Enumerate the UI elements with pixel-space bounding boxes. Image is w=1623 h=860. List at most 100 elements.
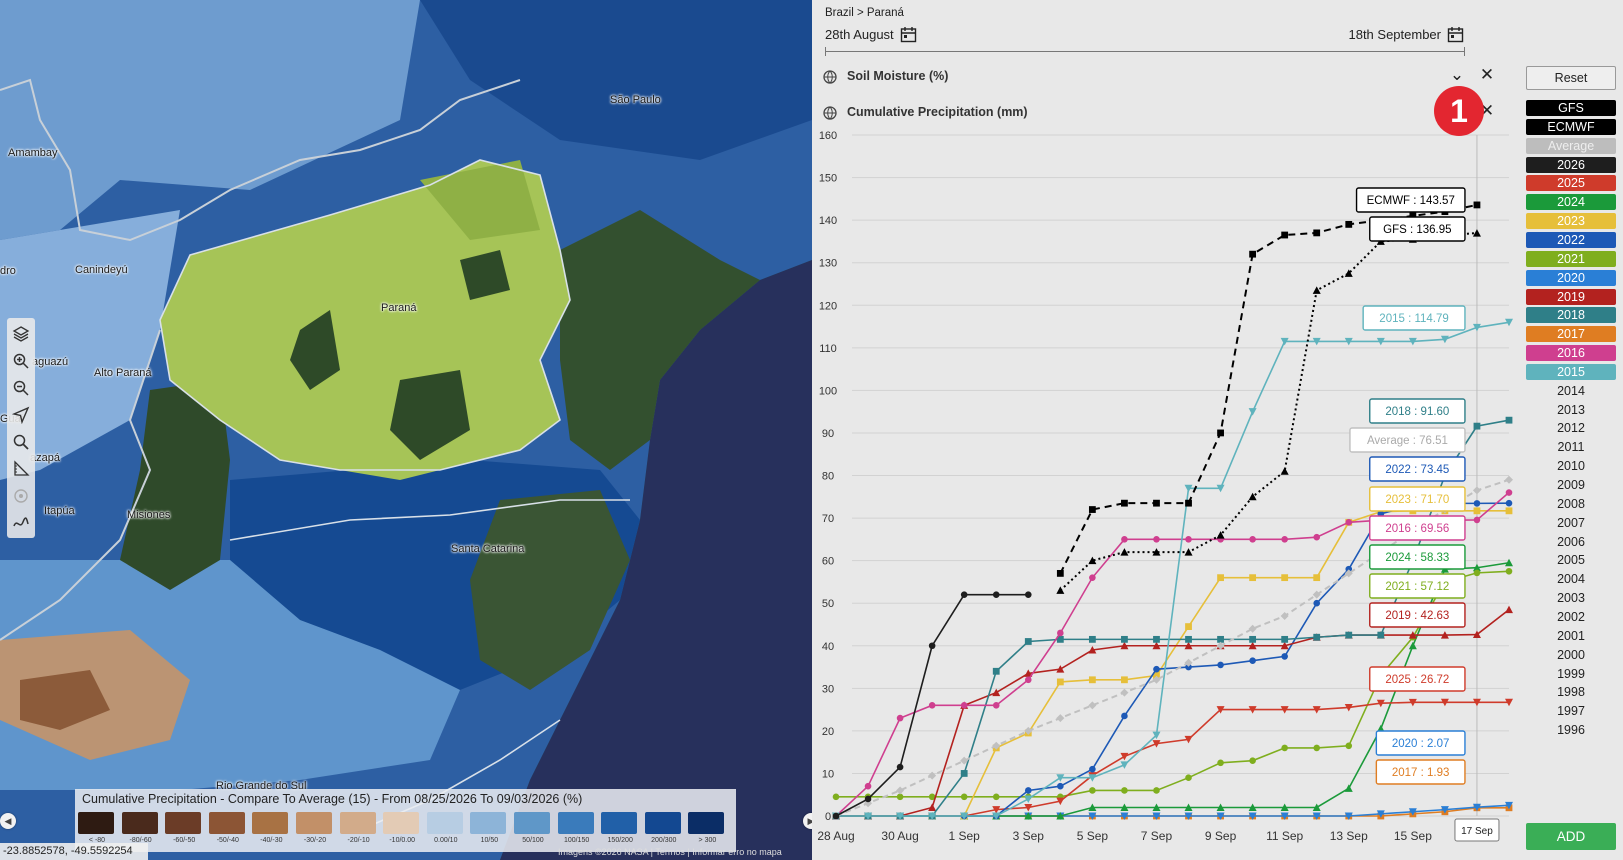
data-point (1472, 229, 1481, 237)
zoom-in-icon[interactable] (7, 347, 35, 374)
data-point (1376, 337, 1385, 346)
start-date-picker[interactable]: 28th August (825, 26, 917, 43)
series-toggle-2011[interactable]: 2011 (1557, 440, 1585, 455)
series-toggle-2014[interactable]: 2014 (1557, 383, 1585, 398)
legend-swatch-label: -20/-10 (347, 837, 370, 844)
chevron-down-icon[interactable]: ⌄ (1449, 65, 1465, 84)
draw-icon[interactable] (7, 509, 35, 536)
layer-soil-moisture[interactable]: Soil Moisture (%) (822, 65, 1502, 87)
collapse-left-icon[interactable]: ◀ (0, 813, 16, 829)
data-point (1185, 663, 1192, 671)
series-toggle-2023[interactable]: 2023 (1526, 213, 1616, 230)
series-toggle-2009[interactable]: 2009 (1557, 478, 1585, 492)
series-toggle-1998[interactable]: 1998 (1557, 685, 1585, 700)
legend-swatch-label: 0.00/10 (434, 837, 458, 844)
data-point (1313, 533, 1321, 541)
series-toggle-2017[interactable]: 2017 (1526, 326, 1616, 343)
data-point (1152, 641, 1161, 650)
series-toggle-2026[interactable]: 2026 (1526, 156, 1616, 173)
series-toggle-2020[interactable]: 2020 (1526, 269, 1616, 286)
data-point (1120, 548, 1129, 556)
series-toggle-2018[interactable]: 2018 (1526, 307, 1616, 324)
y-tick-label: 90 (822, 428, 834, 440)
tooltip-label: 2016 : 69.56 (1385, 523, 1449, 535)
series-toggle-1996[interactable]: 1996 (1557, 723, 1585, 738)
series-toggle-2013[interactable]: 2013 (1557, 402, 1585, 417)
data-point (1248, 408, 1257, 416)
map-label: Santa Catarina (451, 543, 525, 555)
series-toggle-2004[interactable]: 2004 (1557, 572, 1585, 587)
zoom-out-icon[interactable] (7, 374, 35, 401)
series-toggle-2019[interactable]: 2019 (1526, 288, 1616, 305)
series-toggle-2007[interactable]: 2007 (1557, 515, 1585, 530)
series-toggle-2010[interactable]: 2010 (1557, 459, 1585, 474)
data-point (896, 786, 905, 795)
series-toggle-2012[interactable]: 2012 (1557, 421, 1585, 436)
y-tick-label: 120 (819, 300, 837, 312)
series-toggle-2021[interactable]: 2021 (1526, 250, 1616, 267)
data-point (928, 803, 937, 811)
layers-icon[interactable] (7, 320, 35, 347)
series-toggle-2005[interactable]: 2005 (1557, 553, 1585, 568)
data-point (1473, 500, 1481, 507)
expand-panel-icon[interactable]: ▶ (803, 813, 812, 829)
data-point (1088, 635, 1096, 643)
series-toggle-2025[interactable]: 2025 (1526, 175, 1616, 192)
data-point (1505, 558, 1513, 567)
tooltip-2023: 2023 : 71.70 (1369, 486, 1466, 512)
series-toggle-ecmwf[interactable]: ECMWF (1526, 118, 1616, 135)
end-date-picker[interactable]: 18th September (1348, 26, 1464, 43)
locate-icon[interactable] (7, 401, 35, 428)
data-point (1024, 669, 1033, 677)
series-toggle-2015[interactable]: 2015 (1526, 363, 1616, 380)
date-range-slider[interactable] (825, 47, 1465, 56)
series-toggle-2006[interactable]: 2006 (1557, 534, 1585, 549)
legend-swatch-label: 50/100 (522, 837, 544, 844)
data-point (1377, 631, 1385, 639)
legend-swatch (165, 812, 202, 834)
map-canvas[interactable] (0, 0, 812, 860)
series-toggle-gfs[interactable]: GFS (1526, 100, 1616, 116)
data-point (1312, 590, 1321, 599)
add-button[interactable]: ADD (1526, 823, 1616, 850)
close-icon[interactable]: ✕ (1479, 65, 1495, 84)
series-toggle-2016[interactable]: 2016 (1526, 345, 1616, 362)
legend-swatch (426, 812, 463, 834)
search-icon[interactable] (7, 428, 35, 455)
data-point (1505, 475, 1513, 484)
y-tick-label: 60 (822, 556, 834, 568)
series-toggle-2022[interactable]: 2022 (1526, 231, 1616, 248)
series-toggle-1997[interactable]: 1997 (1557, 704, 1585, 719)
map-view[interactable]: Amambay Canindeyú Alto Paraná Itapúa Mis… (0, 0, 812, 860)
layer-cumulative-precipitation[interactable]: Cumulative Precipitation (mm) (822, 101, 1502, 123)
precipitation-chart[interactable]: 0 10 20 30 40 50 60 70 80 90 100 110 120 130 140 150 160… (812, 0, 1623, 860)
series-toggle-2003[interactable]: 2003 (1557, 591, 1585, 606)
series-toggle-2024[interactable]: 2024 (1526, 194, 1616, 211)
data-point (1473, 569, 1481, 577)
series-line (836, 570, 1510, 798)
series-toggle-average[interactable]: Average (1526, 137, 1616, 154)
legend-swatch (339, 812, 376, 834)
series-toggle-2001[interactable]: 2001 (1557, 628, 1585, 643)
measure-icon[interactable] (7, 455, 35, 482)
series-toggle-2008[interactable]: 2008 (1557, 496, 1585, 511)
series-toggle-1999[interactable]: 1999 (1557, 666, 1585, 681)
data-point (1345, 220, 1353, 228)
data-point (960, 770, 968, 777)
data-point (1024, 812, 1033, 820)
series-toggle-2000[interactable]: 2000 (1557, 647, 1585, 662)
tooltip-label: 2020 : 2.07 (1392, 738, 1450, 750)
data-point (1184, 641, 1193, 650)
data-point (1473, 422, 1481, 430)
y-tick-label: 20 (822, 726, 834, 738)
target-icon[interactable] (7, 482, 35, 509)
legend-swatch (557, 812, 594, 834)
data-point (1376, 699, 1385, 708)
data-point (1344, 703, 1353, 712)
reset-button[interactable]: Reset (1526, 66, 1616, 90)
data-point (864, 782, 872, 790)
data-point (1056, 774, 1065, 782)
legend-swatch-label: 150/200 (607, 837, 633, 844)
map-attribution[interactable]: Imagens ©2026 NASA | Termos | Informar e… (558, 847, 782, 857)
series-toggle-2002[interactable]: 2002 (1557, 609, 1585, 624)
